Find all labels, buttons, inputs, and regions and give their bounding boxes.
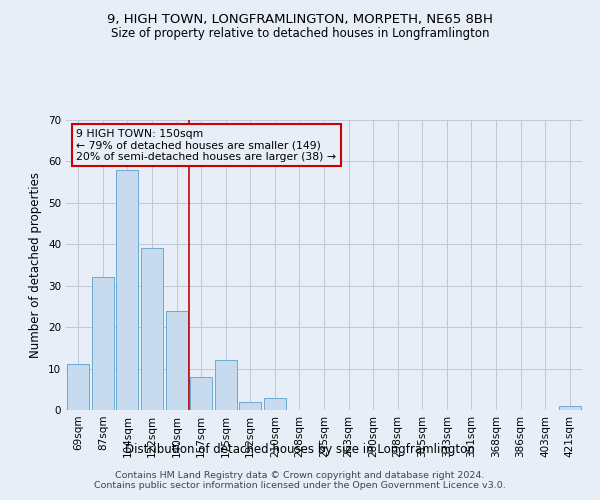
Text: 9, HIGH TOWN, LONGFRAMLINGTON, MORPETH, NE65 8BH: 9, HIGH TOWN, LONGFRAMLINGTON, MORPETH, … <box>107 12 493 26</box>
Bar <box>190 377 212 410</box>
Bar <box>116 170 139 410</box>
Text: Distribution of detached houses by size in Longframlington: Distribution of detached houses by size … <box>125 442 475 456</box>
Text: Size of property relative to detached houses in Longframlington: Size of property relative to detached ho… <box>111 28 489 40</box>
Bar <box>166 310 188 410</box>
Bar <box>239 402 262 410</box>
Text: Contains HM Land Registry data © Crown copyright and database right 2024.
Contai: Contains HM Land Registry data © Crown c… <box>94 470 506 490</box>
Text: 9 HIGH TOWN: 150sqm
← 79% of detached houses are smaller (149)
20% of semi-detac: 9 HIGH TOWN: 150sqm ← 79% of detached ho… <box>76 128 337 162</box>
Bar <box>559 406 581 410</box>
Bar <box>141 248 163 410</box>
Bar <box>92 278 114 410</box>
Bar <box>67 364 89 410</box>
Bar <box>215 360 237 410</box>
Y-axis label: Number of detached properties: Number of detached properties <box>29 172 43 358</box>
Bar <box>264 398 286 410</box>
